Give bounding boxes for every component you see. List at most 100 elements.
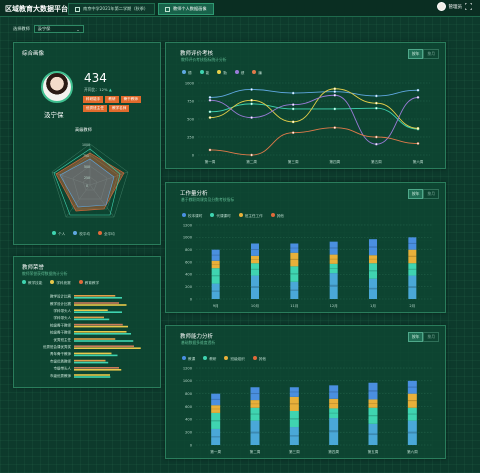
honor-label: 教学设计比赛 xyxy=(50,301,71,306)
tab-school[interactable]: 南京中学2021年第二学期（秋季） xyxy=(68,3,156,15)
month-button[interactable]: 按月 xyxy=(423,332,439,342)
y-tick-label: 1000 xyxy=(183,379,193,383)
legend-item[interactable]: 教研 xyxy=(203,356,216,362)
data-point xyxy=(208,110,212,114)
bar-segment xyxy=(290,243,299,253)
period-toggle: 按年 按月 xyxy=(407,189,439,199)
y-tick-label: 750 xyxy=(187,99,195,103)
legend-item[interactable]: 其他 xyxy=(252,356,266,362)
bar-shade xyxy=(250,393,260,395)
growth-text: 开同比：12% ▲ xyxy=(84,87,112,92)
eval-chart: 1000 750 500 250 0 第一周 第二周 第三周 第四周 第五周 第六周 xyxy=(185,81,430,164)
bar-shade xyxy=(329,268,338,269)
x-tick-label: 1月 xyxy=(370,303,376,308)
bar-shade xyxy=(408,242,417,244)
legend-item[interactable]: 其他 xyxy=(270,213,284,219)
bar-shade xyxy=(329,284,338,287)
honor-bar xyxy=(74,304,127,306)
legend-item[interactable]: 班主任工作 xyxy=(238,213,263,219)
bar-shade xyxy=(211,264,220,265)
honor-bar xyxy=(74,374,110,376)
honor-bar xyxy=(74,352,112,355)
bar-shade xyxy=(369,258,377,260)
data-point xyxy=(416,127,420,130)
bar-segment xyxy=(250,387,260,401)
x-tick-label: 第一周 xyxy=(205,159,216,164)
y-tick-label: 0 xyxy=(192,153,195,157)
panel-subtitle: 基础数据多维度透析 xyxy=(181,340,216,345)
data-point xyxy=(208,98,212,102)
x-tick-label: 第一周 xyxy=(210,449,221,454)
data-point xyxy=(333,93,337,97)
bar-shade xyxy=(329,258,338,260)
user-menu[interactable]: 管理员 xyxy=(436,2,472,11)
fullscreen-icon[interactable] xyxy=(465,3,472,10)
bar-segment xyxy=(407,393,417,408)
honor-chart: 教学设计比赛教学设计比赛学科带头人学科带头人校级骨干教师校级骨干教师优秀班主任优… xyxy=(43,294,141,378)
y-tick-label: 800 xyxy=(185,248,193,252)
data-point xyxy=(208,116,212,119)
legend-item[interactable]: 教课 xyxy=(182,356,195,362)
year-button[interactable]: 按年 xyxy=(407,189,424,199)
tag: 优秀班主任 xyxy=(83,105,107,112)
x-tick-label: 12月 xyxy=(330,303,338,308)
year-button[interactable]: 按年 xyxy=(407,332,424,342)
honor-label: 学科带头人 xyxy=(54,315,72,320)
tag: 科研能手 xyxy=(83,96,104,103)
bar-shade xyxy=(251,259,259,260)
legend-item[interactable]: 校本课时 xyxy=(182,213,202,219)
eval-legend: 德能勤绩廉 xyxy=(182,70,262,76)
bar-shade xyxy=(211,275,220,277)
teacher-select[interactable]: 汲宁保 ⌄ xyxy=(33,25,84,33)
legend-item[interactable]: 绩 xyxy=(234,70,244,76)
bar-segment xyxy=(251,263,259,276)
y-tick-label: 250 xyxy=(187,135,195,139)
bar-segment xyxy=(211,393,221,406)
bar-shade xyxy=(290,258,299,260)
bar-segment xyxy=(290,252,299,267)
bar-segment xyxy=(329,385,339,399)
series-line-4 xyxy=(209,127,419,156)
app-title: 区域教育大数据平台 xyxy=(5,5,68,13)
bar-shade xyxy=(251,286,259,288)
honor-bar xyxy=(74,295,116,297)
y-tick-label: 400 xyxy=(185,273,193,277)
bar-segment xyxy=(250,420,260,445)
bar-segment xyxy=(211,268,220,284)
bar-segment xyxy=(251,255,259,264)
month-button[interactable]: 按月 xyxy=(423,49,439,59)
honor-label: 校级骨干教师 xyxy=(50,322,71,327)
tab-teacher-profile[interactable]: 教师个人数据画像 xyxy=(158,3,214,15)
honor-label: 教学设计比赛 xyxy=(50,294,71,299)
select-label: 选择教师 xyxy=(13,26,30,31)
data-point xyxy=(208,148,212,152)
y-tick-label: 0 xyxy=(190,297,193,301)
legend-item[interactable]: 德 xyxy=(182,70,192,76)
legend-item[interactable]: 代课课时 xyxy=(210,213,231,219)
profile-panel: 综合画像 汲宁保 434 开同比：12% ▲ 科研能手 教研 骨干教师优秀班主任 教学… xyxy=(13,42,161,245)
bar-segment xyxy=(407,407,417,421)
grid-icon xyxy=(75,6,80,12)
bar-segment xyxy=(329,408,339,419)
legend-item[interactable]: 勤 xyxy=(217,70,227,76)
bar-shade xyxy=(329,412,339,414)
data-point xyxy=(250,116,253,119)
legend-item[interactable]: 班级组织 xyxy=(224,356,245,362)
bar-shade xyxy=(369,270,377,272)
bar-shade xyxy=(211,398,221,400)
year-button[interactable]: 按年 xyxy=(407,49,424,59)
legend-item[interactable]: 廉 xyxy=(252,70,262,76)
series-line-2 xyxy=(209,88,419,129)
legend-item[interactable]: 能 xyxy=(199,70,209,76)
bar-shade xyxy=(329,403,339,404)
month-button[interactable]: 按月 xyxy=(423,189,439,199)
honor-bar xyxy=(74,340,134,342)
bar-segment xyxy=(211,405,221,413)
bar-segment xyxy=(369,239,377,256)
bar-shade xyxy=(368,403,378,404)
bar-segment xyxy=(408,263,417,276)
x-tick-label: 第五周 xyxy=(371,159,382,164)
radar-tick: 0 xyxy=(86,184,88,188)
bar-segment xyxy=(407,420,417,445)
data-point xyxy=(375,142,378,146)
